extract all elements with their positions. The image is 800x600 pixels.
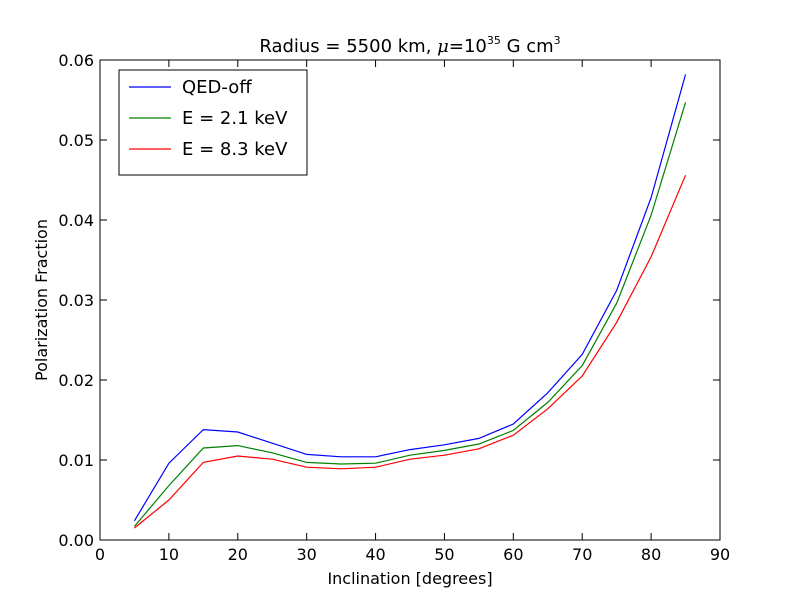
- title-equals: =: [449, 36, 464, 57]
- x-tick-label: 30: [296, 545, 316, 564]
- y-tick-label: 0.02: [58, 371, 94, 390]
- x-tick-label: 80: [641, 545, 661, 564]
- legend: QED-off E = 2.1 keV E = 8.3 keV: [118, 69, 308, 176]
- y-tick-label: 0.06: [58, 51, 94, 70]
- legend-label: QED-off: [182, 77, 252, 98]
- title-unit-exponent: 3: [554, 34, 561, 47]
- y-tick-label: 0.04: [58, 211, 94, 230]
- series-line-3: [134, 174, 687, 529]
- y-tick-label: 0.01: [58, 451, 94, 470]
- series-line-2: [133, 102, 687, 527]
- chart-title: Radius = 5500 km, μ=1035 G cm3: [259, 34, 560, 57]
- x-tick-label: 70: [572, 545, 592, 564]
- x-tick-label: 0: [95, 545, 105, 564]
- legend-label: E = 8.3 keV: [182, 139, 288, 160]
- series-lines: [133, 74, 687, 529]
- y-tick-label: 0.05: [58, 131, 94, 150]
- y-tick-label: 0.00: [58, 531, 94, 550]
- title-mu: μ: [437, 36, 449, 57]
- x-tick-label: 50: [434, 545, 454, 564]
- legend-label: E = 2.1 keV: [182, 108, 288, 129]
- x-tick-label: 20: [228, 545, 248, 564]
- x-tick-label: 40: [365, 545, 385, 564]
- title-exponent: 35: [487, 34, 501, 47]
- x-tick-label: 60: [503, 545, 523, 564]
- y-axis-label: Polarization Fraction: [32, 219, 51, 381]
- series-line-1: [133, 74, 687, 522]
- x-axis-ticks: 0 10 20 30 40 50 60 70 80 90: [95, 60, 730, 564]
- title-ten: 10: [464, 36, 487, 57]
- x-axis-label: Inclination [degrees]: [327, 569, 492, 588]
- y-axis-ticks: 0.00 0.01 0.02 0.03 0.04 0.05 0.06: [58, 51, 720, 550]
- y-tick-label: 0.03: [58, 291, 94, 310]
- x-tick-label: 10: [159, 545, 179, 564]
- x-tick-label: 90: [710, 545, 730, 564]
- title-unit: G cm: [501, 36, 554, 57]
- title-prefix: Radius = 5500 km,: [259, 36, 437, 57]
